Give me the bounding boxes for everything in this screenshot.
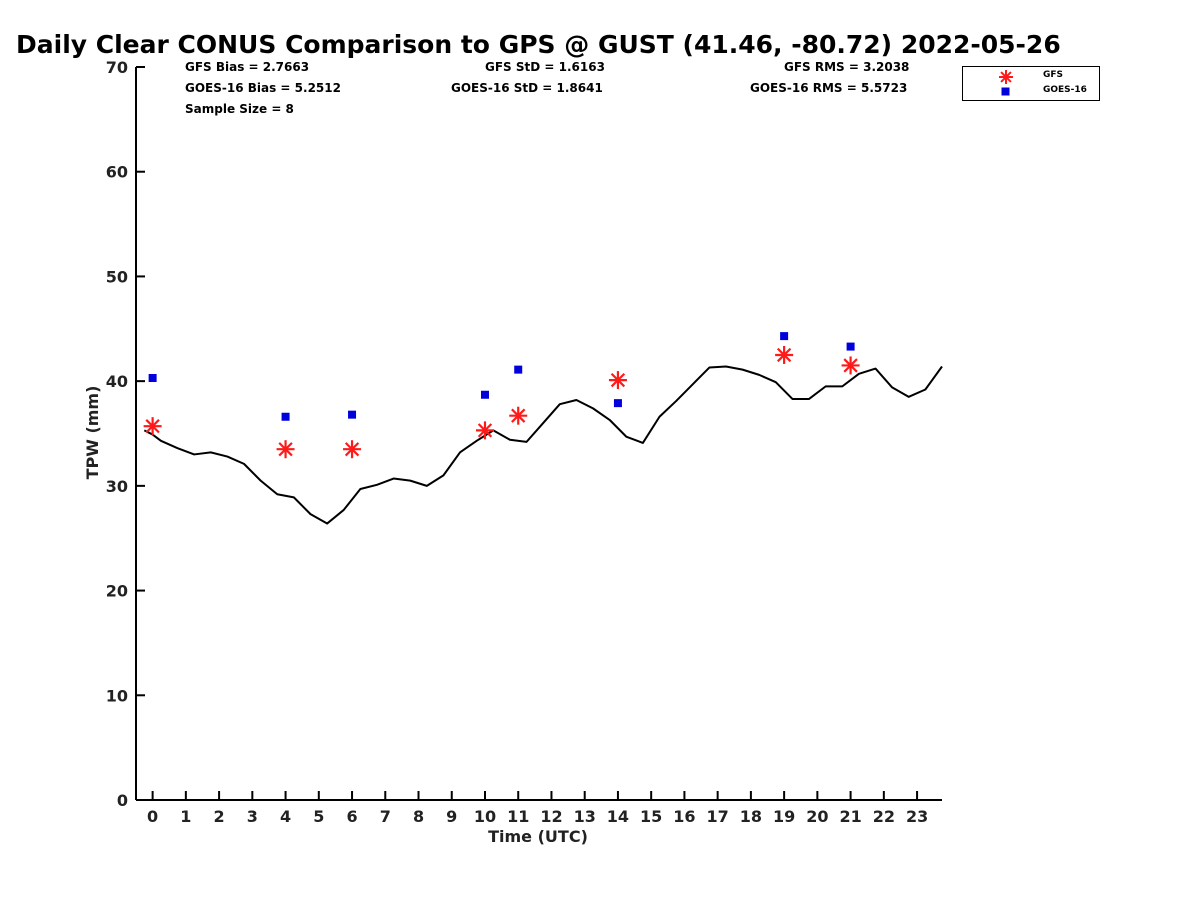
goes-bias-text: GOES-16 Bias = 5.2512 (185, 81, 341, 95)
gfs-point (775, 345, 794, 364)
y-tick-label: 0 (117, 791, 128, 810)
goes-point (780, 332, 789, 341)
gfs-point (343, 440, 362, 459)
gfs-point (509, 406, 528, 425)
x-tick-label: 13 (574, 807, 596, 826)
goes-point (480, 390, 489, 399)
legend-goes-square-icon (1001, 87, 1010, 96)
x-tick-label: 9 (446, 807, 457, 826)
x-tick-label: 20 (806, 807, 828, 826)
gfs-bias-text: GFS Bias = 2.7663 (185, 60, 310, 74)
x-tick-label: 19 (773, 807, 795, 826)
legend-gfs-label: GFS (1043, 70, 1064, 80)
legend-goes-label: GOES-16 (1043, 85, 1087, 95)
goes-point (613, 399, 622, 408)
gfs-point (841, 356, 860, 375)
x-tick-label: 14 (607, 807, 629, 826)
x-tick-label: 3 (247, 807, 258, 826)
x-tick-label: 18 (740, 807, 762, 826)
legend-gfs-star-icon (999, 70, 1013, 84)
x-tick-label: 4 (280, 807, 291, 826)
goes-point (348, 410, 357, 419)
x-tick-label: 0 (147, 807, 158, 826)
x-tick-label: 17 (707, 807, 729, 826)
chart-title: Daily Clear CONUS Comparison to GPS @ GU… (16, 30, 1061, 59)
y-tick-label: 70 (106, 58, 128, 77)
goes-point (148, 374, 157, 383)
goes-point (281, 412, 290, 421)
goes-point (514, 365, 523, 374)
gfs-rms-text: GFS RMS = 3.2038 (784, 60, 910, 74)
x-tick-label: 11 (507, 807, 529, 826)
x-tick-label: 22 (873, 807, 895, 826)
chart-marks (143, 332, 943, 525)
goes-rms-text: GOES-16 RMS = 5.5723 (750, 81, 908, 95)
x-tick-label: 16 (673, 807, 695, 826)
goes-point (846, 342, 855, 351)
x-tick-label: 2 (214, 807, 225, 826)
y-tick-label: 60 (106, 163, 128, 182)
legend: GFS GOES-16 (962, 66, 1100, 101)
gfs-point (276, 440, 295, 459)
x-tick-label: 5 (313, 807, 324, 826)
y-tick-label: 30 (106, 477, 128, 496)
x-tick-label: 6 (346, 807, 357, 826)
x-tick-label: 10 (474, 807, 496, 826)
x-tick-label: 7 (380, 807, 391, 826)
x-tick-label: 1 (180, 807, 191, 826)
gfs-point (608, 371, 627, 390)
gfs-point (475, 421, 494, 440)
goes-std-text: GOES-16 StD = 1.8641 (451, 81, 603, 95)
gps-line (143, 365, 943, 525)
y-tick-label: 40 (106, 372, 128, 391)
x-tick-label: 12 (540, 807, 562, 826)
x-tick-label: 23 (906, 807, 928, 826)
x-tick-label: 21 (839, 807, 861, 826)
sample-size-text: Sample Size = 8 (185, 102, 294, 116)
y-axis-label: TPW (mm) (83, 386, 102, 480)
x-tick-label: 15 (640, 807, 662, 826)
x-tick-label: 8 (413, 807, 424, 826)
gfs-std-text: GFS StD = 1.6163 (485, 60, 605, 74)
y-tick-label: 20 (106, 582, 128, 601)
y-tick-label: 50 (106, 267, 128, 286)
x-axis-label: Time (UTC) (488, 827, 588, 846)
gfs-point (143, 417, 162, 436)
y-tick-label: 10 (106, 686, 128, 705)
